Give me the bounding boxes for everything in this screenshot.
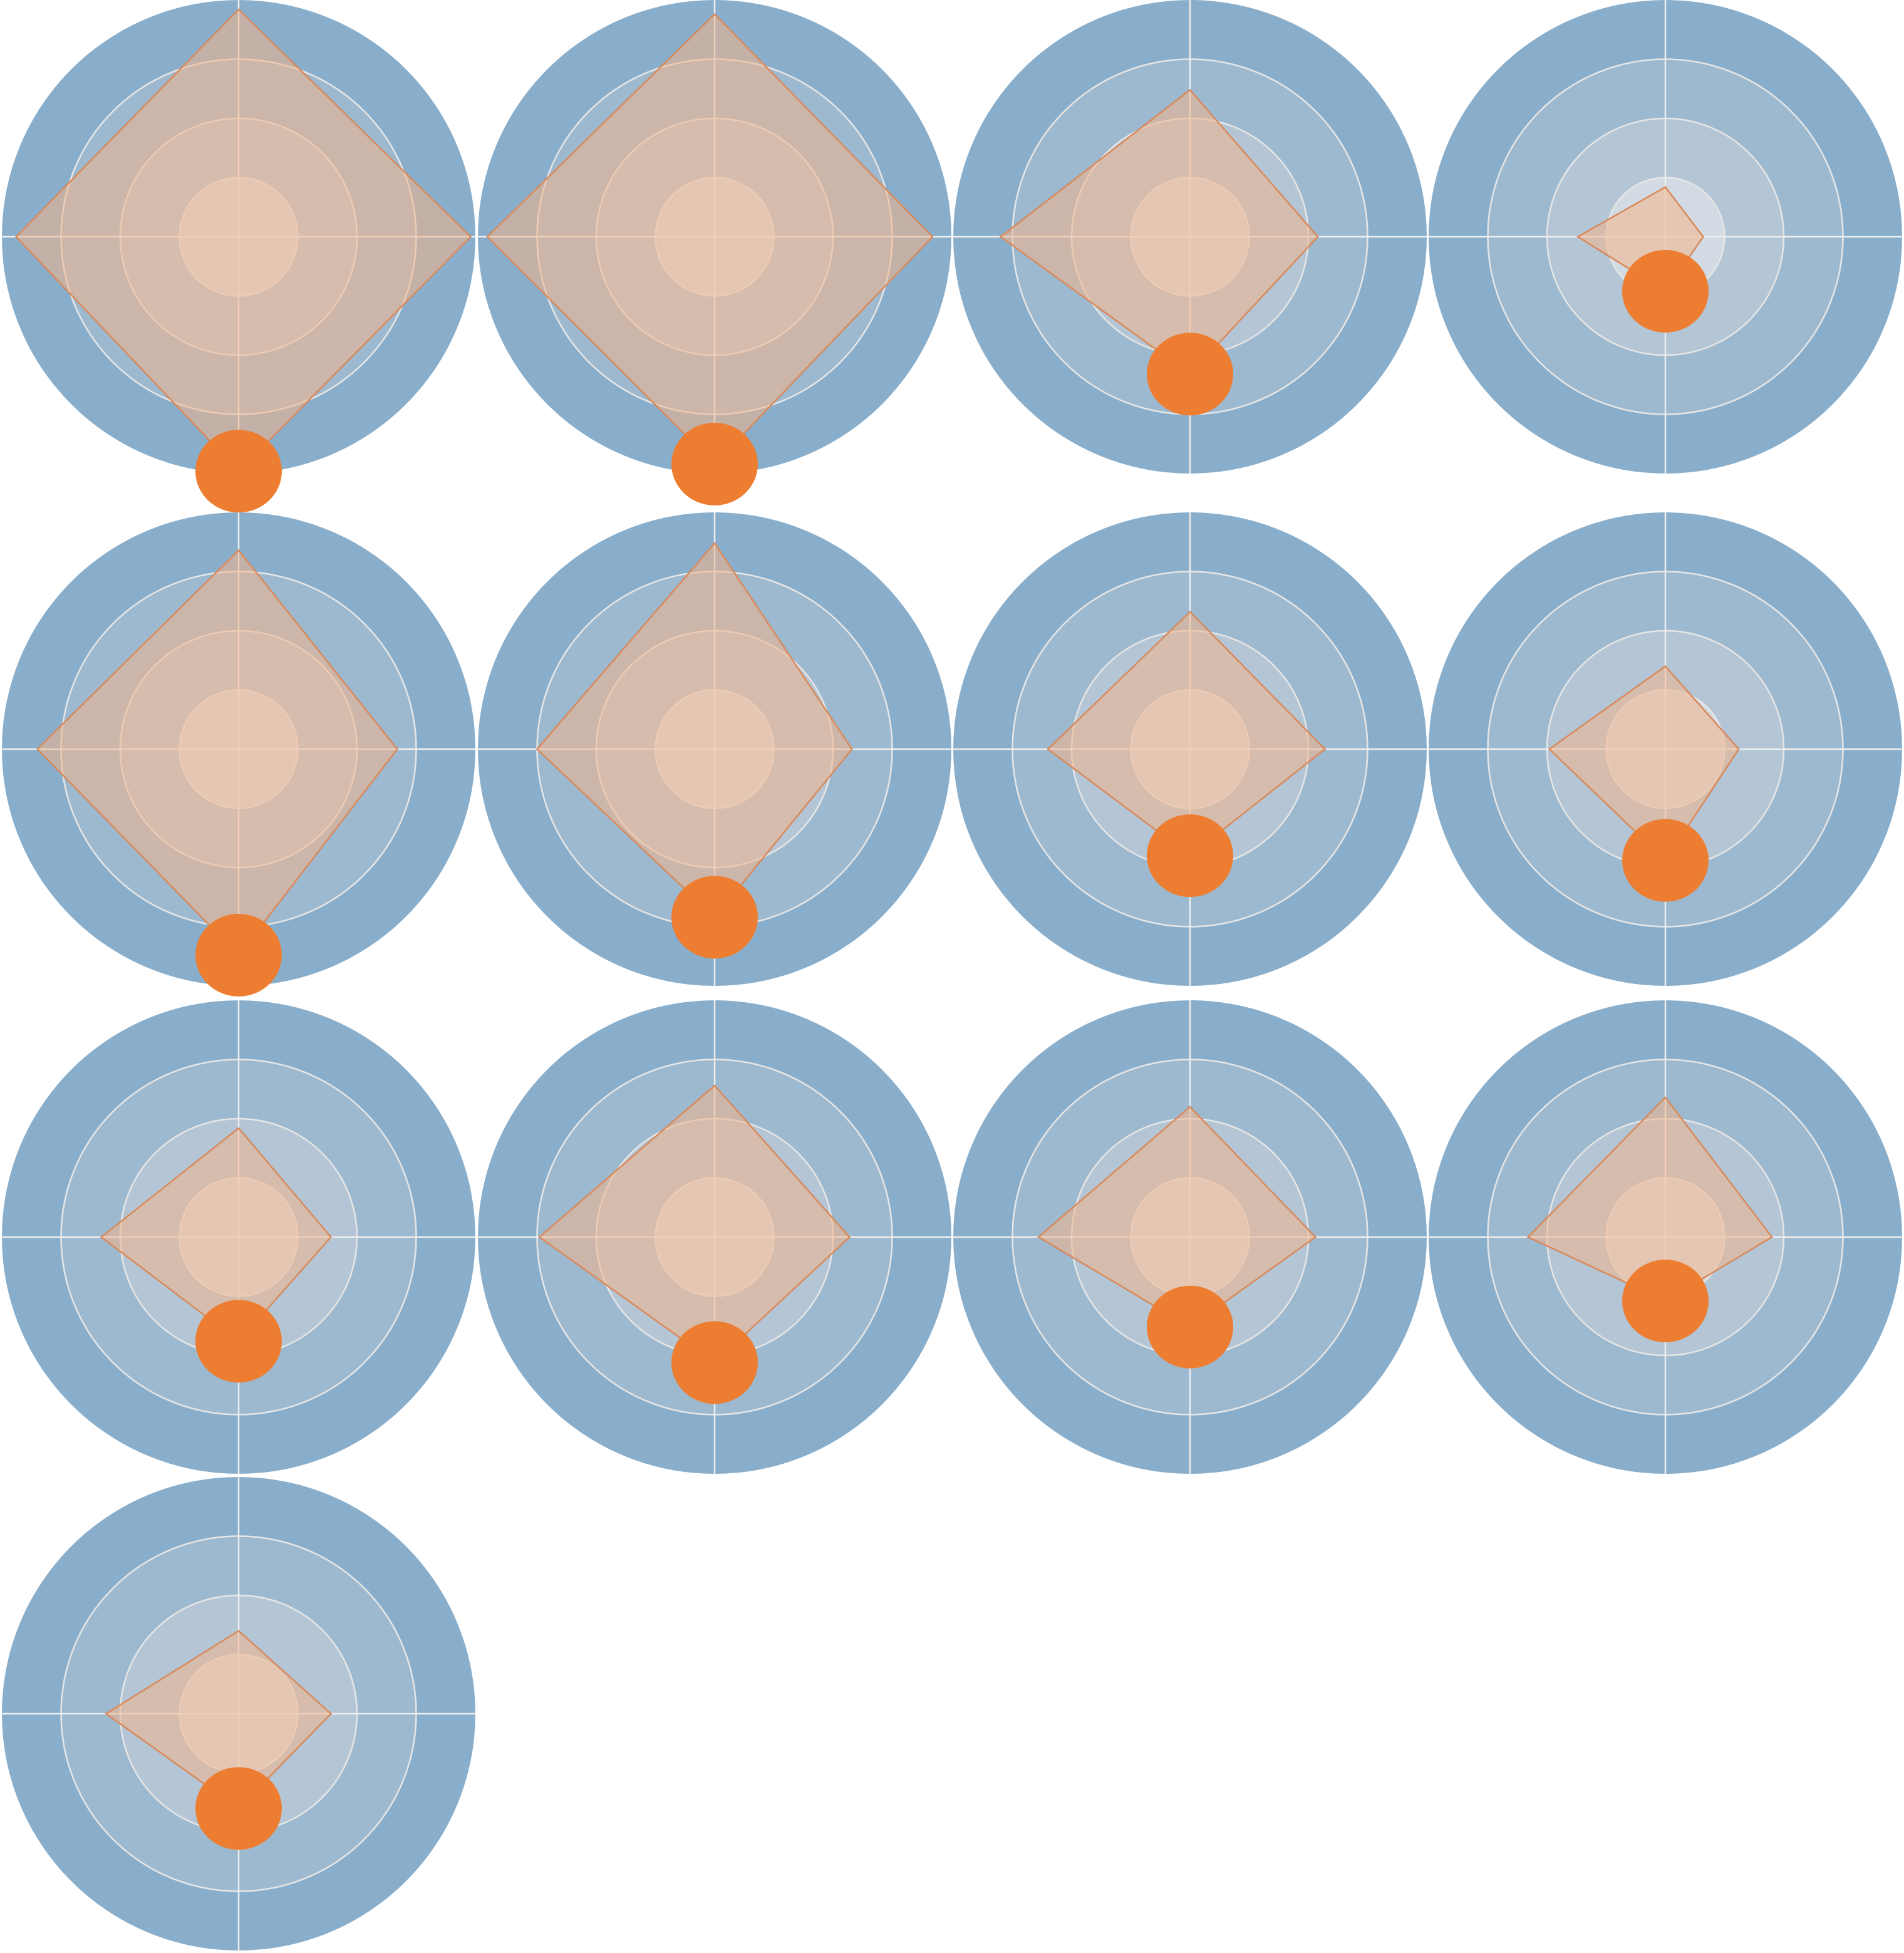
value-marker [195,1767,282,1850]
value-marker [671,1321,758,1404]
value-marker [671,876,758,959]
value-marker [195,1300,282,1383]
value-marker [1622,249,1709,333]
value-marker [1622,819,1709,902]
value-marker [671,422,758,505]
value-marker [1622,1260,1709,1343]
value-marker [195,430,282,513]
value-marker [1147,333,1233,416]
value-marker [195,913,282,997]
value-marker [1147,814,1233,898]
value-marker [1147,1285,1233,1369]
